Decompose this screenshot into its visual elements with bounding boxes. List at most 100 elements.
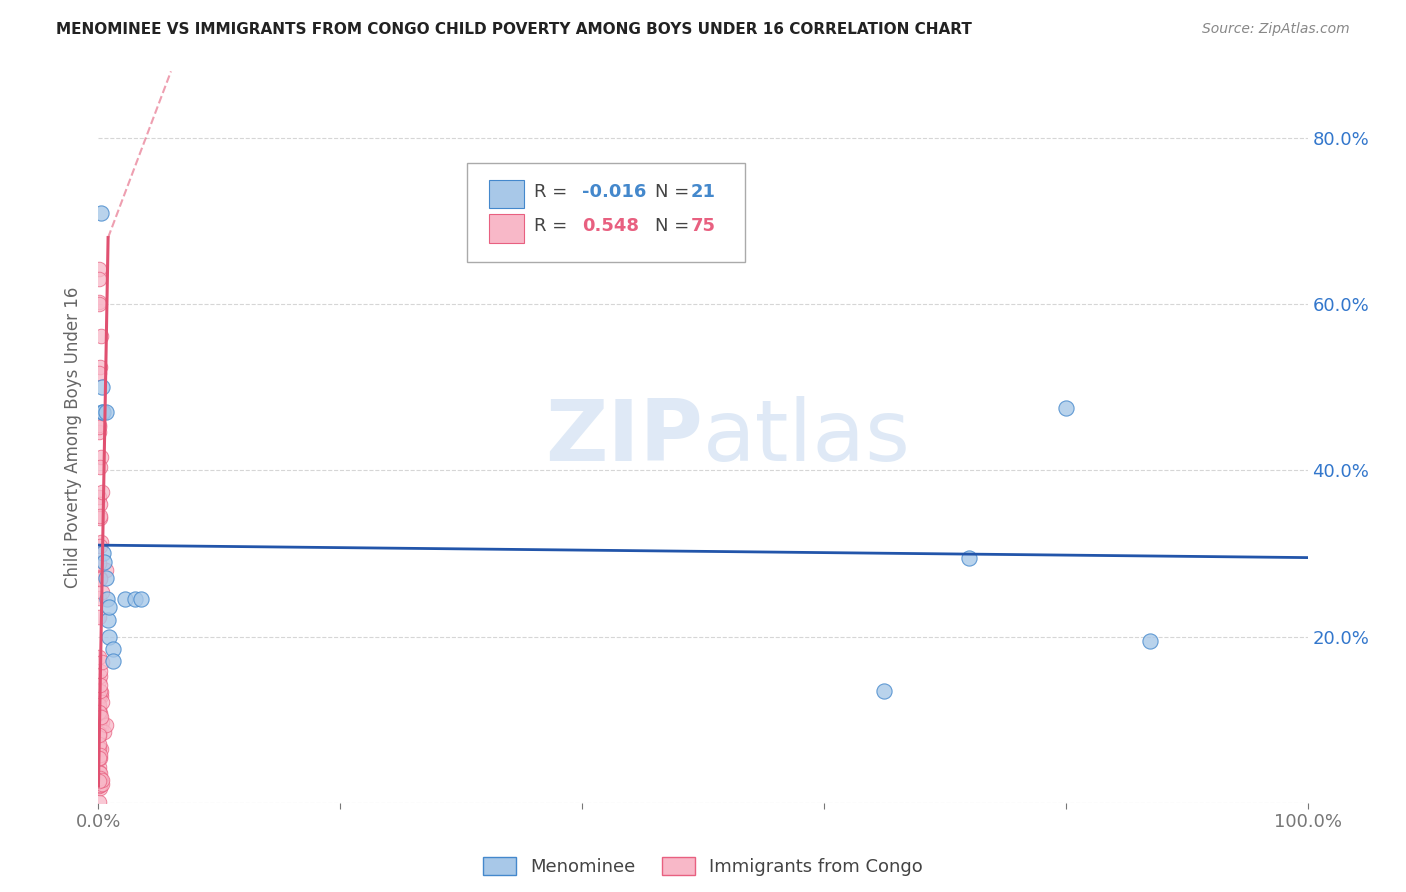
- Y-axis label: Child Poverty Among Boys Under 16: Child Poverty Among Boys Under 16: [65, 286, 83, 588]
- Point: [89, 765, 111, 780]
- Point: [89, 664, 111, 678]
- Point: [98, 630, 121, 644]
- Point: [1139, 633, 1161, 648]
- Point: [87, 294, 110, 309]
- FancyBboxPatch shape: [489, 214, 524, 243]
- Point: [90, 685, 112, 699]
- Text: 0.548: 0.548: [582, 218, 640, 235]
- Point: [89, 329, 111, 343]
- Point: [89, 764, 111, 779]
- Point: [87, 420, 110, 434]
- Point: [87, 556, 110, 570]
- Point: [91, 546, 114, 560]
- Point: [89, 591, 111, 606]
- Point: [90, 450, 112, 464]
- Point: [89, 701, 111, 715]
- Text: R =: R =: [534, 218, 567, 235]
- Text: -0.016: -0.016: [582, 183, 647, 201]
- Point: [89, 571, 111, 585]
- Point: [91, 585, 114, 599]
- Point: [89, 459, 111, 474]
- Point: [89, 724, 111, 739]
- Point: [90, 485, 112, 500]
- FancyBboxPatch shape: [467, 163, 745, 261]
- Point: [87, 649, 110, 664]
- Point: [87, 491, 110, 505]
- Point: [91, 380, 114, 394]
- Point: [873, 683, 896, 698]
- Point: [89, 711, 111, 725]
- Point: [87, 741, 110, 756]
- Point: [91, 405, 114, 419]
- Point: [89, 297, 111, 311]
- Point: [89, 751, 111, 765]
- Point: [87, 779, 110, 793]
- Text: ZIP: ZIP: [546, 395, 703, 479]
- Point: [91, 773, 114, 788]
- Point: [89, 737, 111, 751]
- Point: [87, 729, 110, 743]
- Point: [89, 778, 111, 792]
- Text: 21: 21: [690, 183, 716, 201]
- Point: [89, 417, 111, 432]
- Point: [87, 760, 110, 774]
- Point: [89, 772, 111, 787]
- Point: [96, 592, 118, 607]
- Point: [93, 555, 115, 569]
- Point: [90, 710, 112, 724]
- Point: [94, 405, 117, 419]
- Point: [101, 642, 124, 657]
- Point: [129, 592, 152, 607]
- Point: [87, 728, 110, 742]
- Point: [89, 510, 111, 524]
- Point: [89, 777, 111, 791]
- Point: [87, 689, 110, 703]
- Point: [89, 780, 111, 795]
- Point: [124, 592, 146, 607]
- Point: [89, 771, 111, 785]
- Point: [89, 610, 111, 624]
- Point: [87, 705, 110, 719]
- Text: MENOMINEE VS IMMIGRANTS FROM CONGO CHILD POVERTY AMONG BOYS UNDER 16 CORRELATION: MENOMINEE VS IMMIGRANTS FROM CONGO CHILD…: [56, 22, 972, 37]
- Point: [89, 261, 111, 276]
- Point: [90, 205, 112, 219]
- Point: [89, 778, 111, 792]
- Point: [94, 717, 117, 731]
- Point: [89, 747, 111, 762]
- Text: N =: N =: [655, 218, 689, 235]
- Text: R =: R =: [534, 183, 567, 201]
- Point: [89, 425, 111, 440]
- Point: [90, 689, 112, 703]
- Point: [114, 592, 136, 607]
- Point: [89, 539, 111, 553]
- Point: [87, 718, 110, 732]
- Point: [91, 777, 114, 791]
- FancyBboxPatch shape: [489, 179, 524, 208]
- Point: [87, 272, 110, 286]
- Point: [91, 405, 114, 419]
- Point: [87, 751, 110, 765]
- Text: 75: 75: [690, 218, 716, 235]
- Point: [101, 655, 124, 669]
- Point: [90, 655, 112, 669]
- Point: [89, 698, 111, 712]
- Point: [90, 773, 112, 788]
- Point: [87, 769, 110, 783]
- Point: [94, 571, 117, 585]
- Point: [87, 726, 110, 740]
- Point: [89, 795, 111, 809]
- Point: [90, 741, 112, 756]
- Point: [90, 535, 112, 549]
- Point: [98, 600, 121, 615]
- Point: [957, 550, 980, 565]
- Point: [89, 674, 111, 689]
- Point: [89, 572, 111, 586]
- Point: [89, 678, 111, 692]
- Point: [87, 366, 110, 380]
- Point: [94, 562, 117, 576]
- Point: [89, 669, 111, 683]
- Point: [89, 360, 111, 375]
- Point: [93, 724, 115, 739]
- Text: atlas: atlas: [703, 395, 911, 479]
- Point: [87, 773, 110, 788]
